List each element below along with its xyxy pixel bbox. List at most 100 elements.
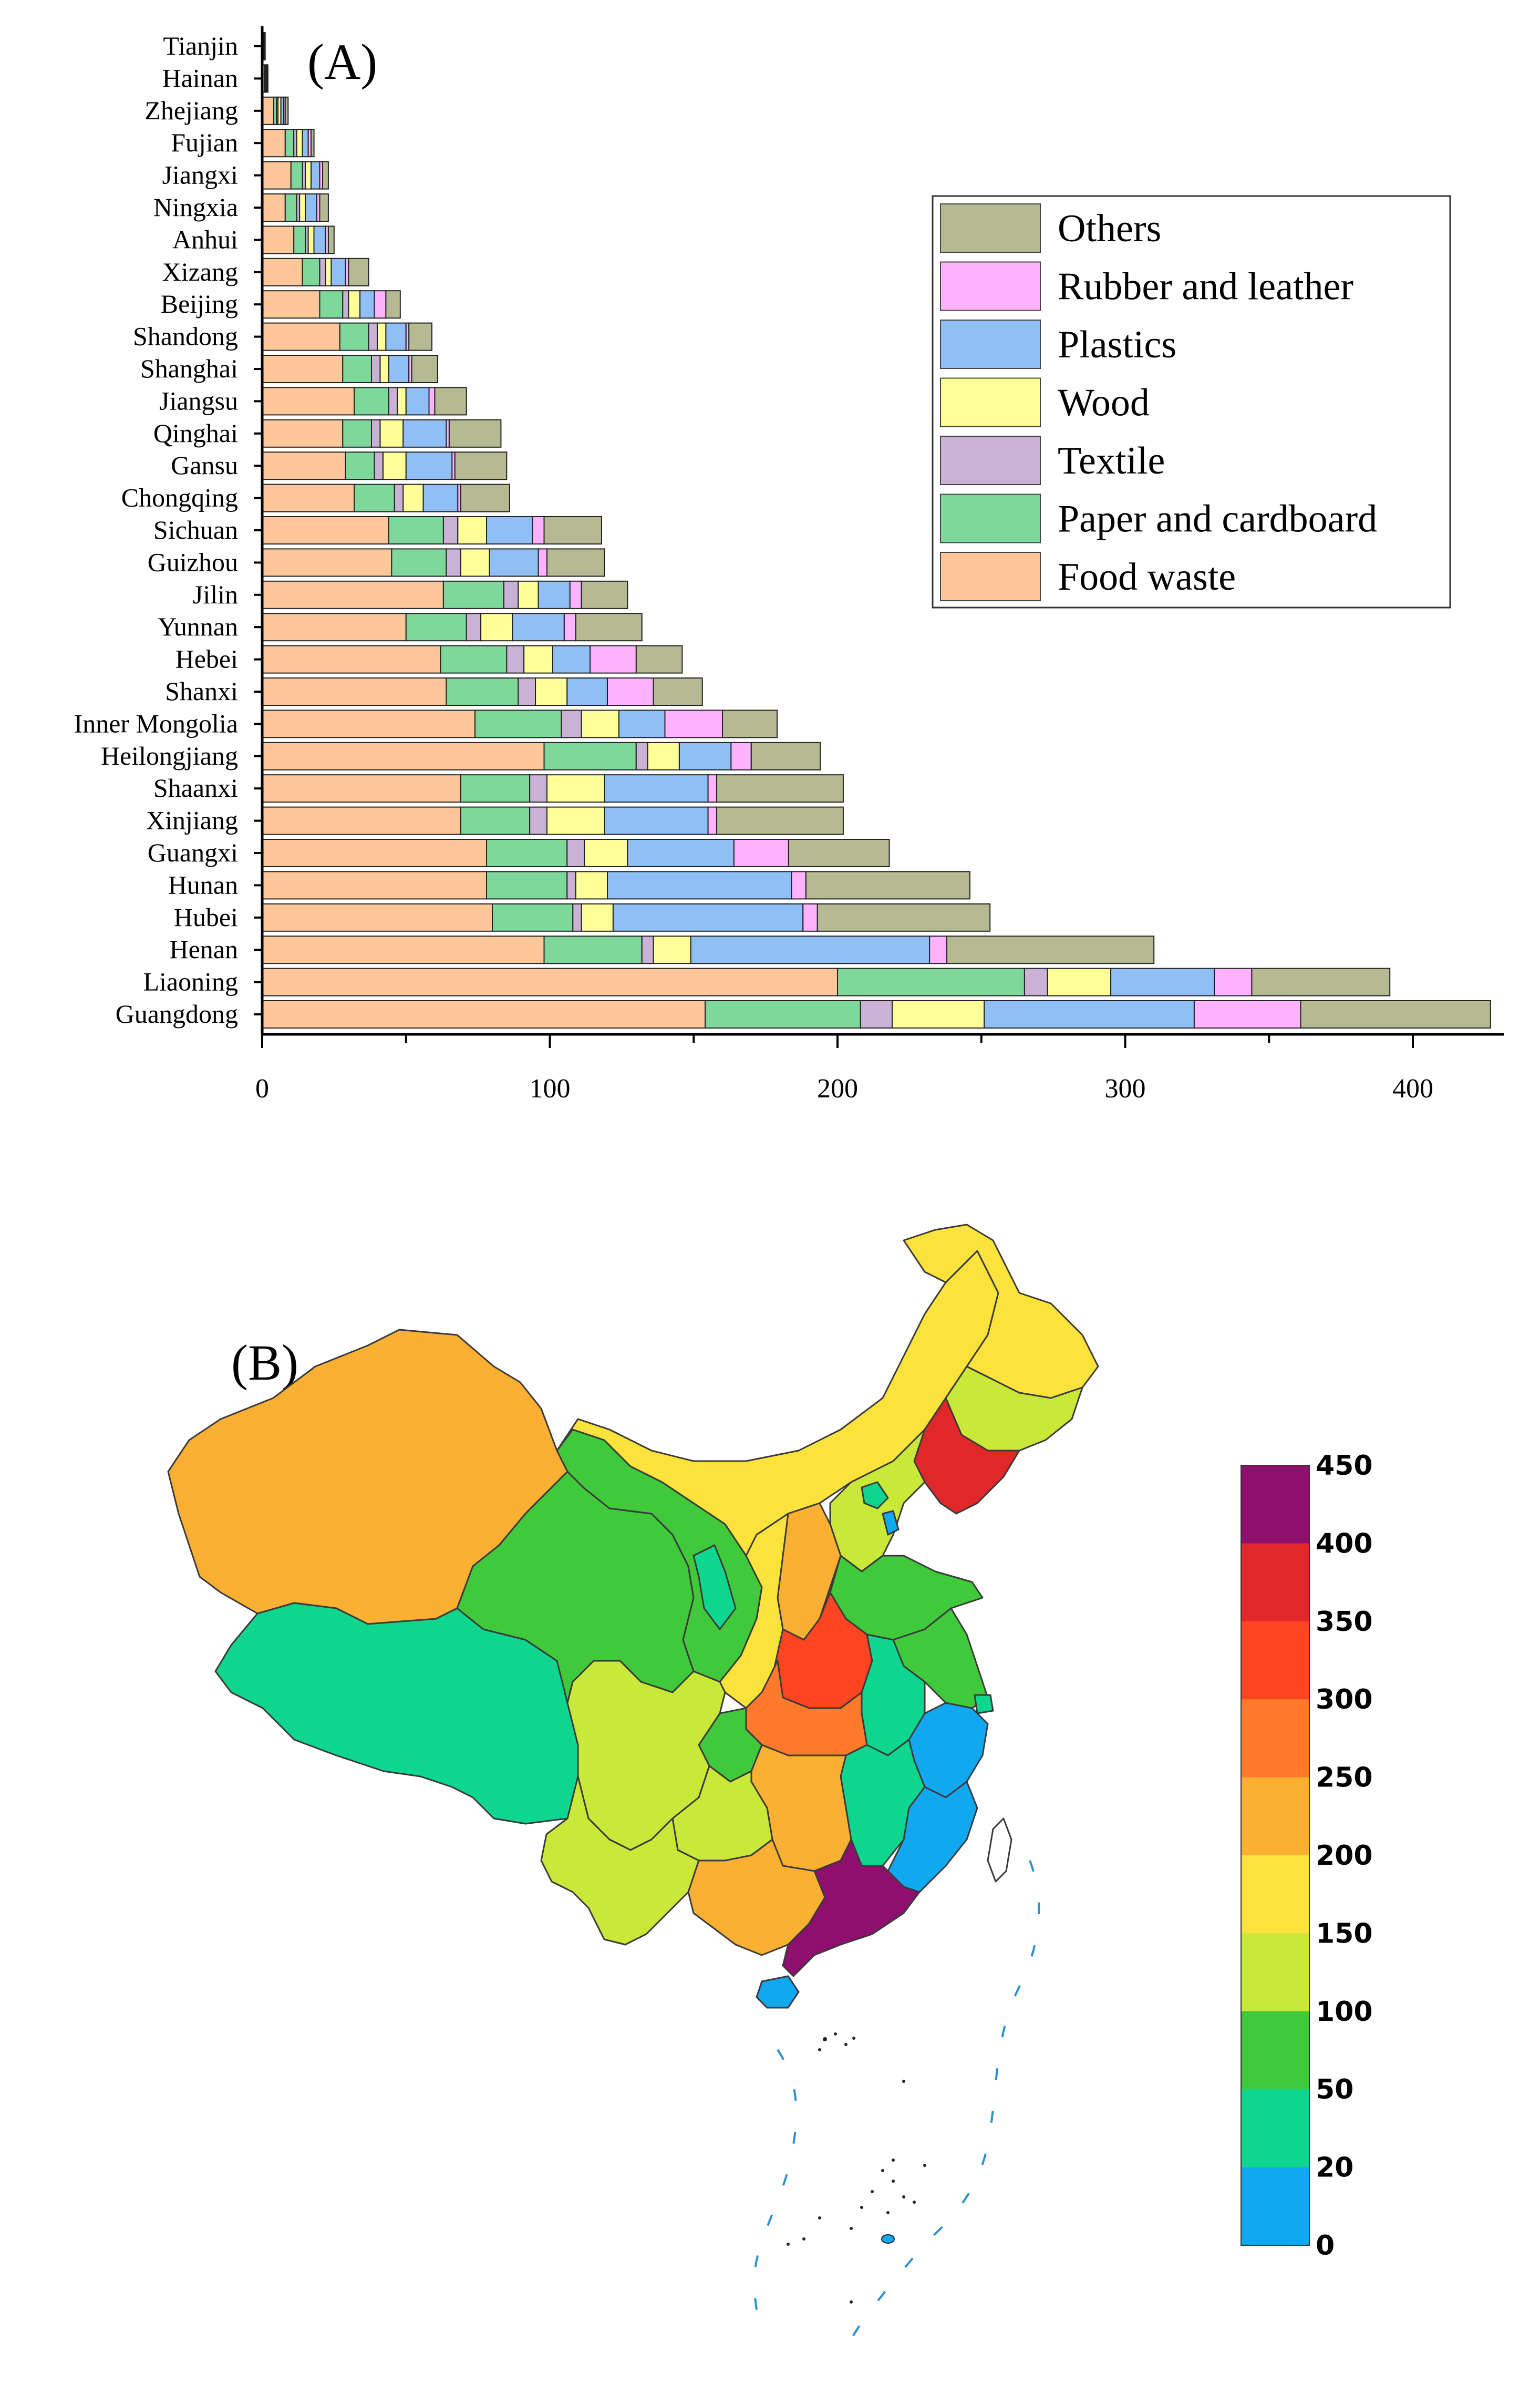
y-tick-label: Shandong: [133, 322, 238, 351]
colorbar-tick-label: 400: [1316, 1528, 1373, 1559]
colorbar-tick-label: 450: [1316, 1450, 1373, 1482]
y-tick-label: Anhui: [172, 224, 238, 254]
bar-yunnan-paper-and-cardboard: [405, 613, 467, 642]
bar-jilin-paper-and-cardboard: [442, 580, 504, 609]
x-tick-label: 300: [1105, 1074, 1146, 1104]
bar-shaanxi-paper-and-cardboard: [460, 774, 531, 803]
legend-swatch: [940, 494, 1041, 543]
bar-anhui-wood: [307, 225, 315, 254]
bar-shandong-food-waste: [262, 322, 340, 351]
y-tick-label: Jiangxi: [162, 160, 238, 190]
legend-label: Rubber and leather: [1058, 265, 1353, 309]
south-china-sea-boundary: [753, 1860, 1040, 2340]
bar-shaanxi-plastics: [604, 774, 709, 803]
bar-qinghai-food-waste: [262, 419, 344, 448]
bar-chongqing-plastics: [422, 484, 459, 512]
bar-inner-mongolia-paper-and-cardboard: [474, 710, 562, 738]
bar-xizang-textile: [319, 258, 326, 286]
bar-shandong-textile: [368, 322, 378, 351]
bar-shanxi-others: [653, 677, 703, 706]
bar-guangxi-plastics: [627, 839, 735, 867]
bar-jilin-rubber-and-leather: [569, 580, 582, 609]
bar-hebei-plastics: [552, 645, 591, 674]
y-tick-label: Heilongjiang: [101, 741, 238, 770]
bar-shanxi-plastics: [566, 677, 608, 706]
bar-hunan-others: [805, 871, 970, 900]
bar-gansu-textile: [374, 451, 384, 480]
bar-yunnan-plastics: [512, 613, 565, 642]
bar-liaoning-wood: [1047, 968, 1112, 996]
region-guangdong: [782, 1838, 921, 1977]
bar-chongqing-paper-and-cardboard: [354, 484, 395, 512]
bar-sichuan-wood: [457, 516, 488, 544]
x-tick-label: 200: [817, 1074, 858, 1104]
bar-guizhou-food-waste: [262, 548, 392, 577]
y-tick-label: Hubei: [174, 902, 238, 932]
bar-shaanxi-others: [716, 774, 844, 803]
y-tick-label: Liaoning: [143, 967, 238, 996]
legend-swatch: [940, 552, 1041, 601]
bar-shanxi-textile: [518, 677, 536, 706]
bar-yunnan-food-waste: [262, 613, 407, 642]
bar-liaoning-rubber-and-leather: [1214, 968, 1253, 996]
bar-guangdong-plastics: [984, 1000, 1195, 1029]
y-tick-label: Chongqing: [121, 483, 238, 512]
legend-swatch: [940, 203, 1041, 253]
bar-hunan-food-waste: [262, 871, 487, 900]
bar-hebei-food-waste: [262, 645, 441, 674]
bar-qinghai-others: [448, 419, 502, 448]
y-tick-label: Fujian: [171, 128, 238, 157]
bar-inner-mongolia-food-waste: [262, 710, 476, 738]
bar-xizang-paper-and-cardboard: [302, 258, 321, 286]
bar-fujian-food-waste: [262, 129, 286, 158]
y-tick-label: Tianjin: [163, 31, 238, 60]
bar-inner-mongolia-others: [722, 710, 778, 738]
bar-guangxi-food-waste: [262, 839, 487, 867]
bar-hunan-wood: [575, 871, 608, 900]
bar-henan-plastics: [690, 936, 931, 964]
bar-zhejiang-food-waste: [262, 96, 274, 125]
bar-shaanxi-wood: [546, 774, 605, 803]
bar-guangxi-wood: [584, 839, 628, 867]
bar-beijing-rubber-and-leather: [374, 290, 387, 319]
legend-label: Plastics: [1058, 323, 1176, 366]
bar-guangdong-rubber-and-leather: [1193, 1000, 1301, 1029]
y-axis: Tianjin Hainan Zhejiang Fujian JiangxiNingxi…: [74, 26, 264, 1034]
colorbar-tick-label: 350: [1316, 1606, 1373, 1638]
bar-heilongjiang-others: [750, 742, 821, 770]
bar-shandong-plastics: [385, 322, 407, 351]
bar-heilongjiang-food-waste: [262, 742, 545, 770]
bar-heilongjiang-rubber-and-leather: [730, 742, 752, 770]
bar-xinjiang-others: [716, 806, 844, 835]
bar-anhui-food-waste: [262, 225, 295, 254]
bar-jiangxi-others: [322, 161, 329, 190]
legend-swatch: [940, 261, 1041, 311]
bar-beijing-food-waste: [262, 290, 321, 319]
bar-sichuan-plastics: [486, 516, 533, 544]
bar-chongqing-textile: [394, 484, 404, 512]
bar-inner-mongolia-textile: [561, 710, 582, 738]
bar-jiangsu-rubber-and-leather: [428, 387, 436, 416]
bar-shandong-wood: [377, 322, 387, 351]
bar-jiangsu-plastics: [405, 387, 430, 416]
bar-qinghai-paper-and-cardboard: [342, 419, 373, 448]
bar-henan-rubber-and-leather: [929, 936, 947, 964]
bar-yunnan-textile: [466, 613, 482, 642]
bar-shanghai-textile: [371, 355, 381, 383]
bar-hunan-textile: [566, 871, 576, 900]
bar-yunnan-others: [575, 613, 643, 642]
bar-heilongjiang-wood: [647, 742, 680, 770]
bar-henan-food-waste: [262, 936, 545, 964]
colorbar-segment: [1241, 2011, 1309, 2090]
bar-hunan-rubber-and-leather: [791, 871, 807, 900]
colorbar-tick-label: 0: [1316, 2230, 1335, 2262]
bar-zhejiang-others: [284, 96, 289, 125]
bar-guangdong-textile: [860, 1000, 893, 1029]
bar-xinjiang-plastics: [604, 806, 709, 835]
x-tick-label: 400: [1392, 1074, 1433, 1104]
bar-jilin-others: [581, 580, 628, 609]
south-china-sea-islands: [787, 2032, 926, 2304]
colorbar-tick-label: 250: [1316, 1762, 1373, 1794]
bar-guangxi-textile: [566, 839, 585, 867]
y-tick-label: Shanghai: [140, 354, 238, 383]
